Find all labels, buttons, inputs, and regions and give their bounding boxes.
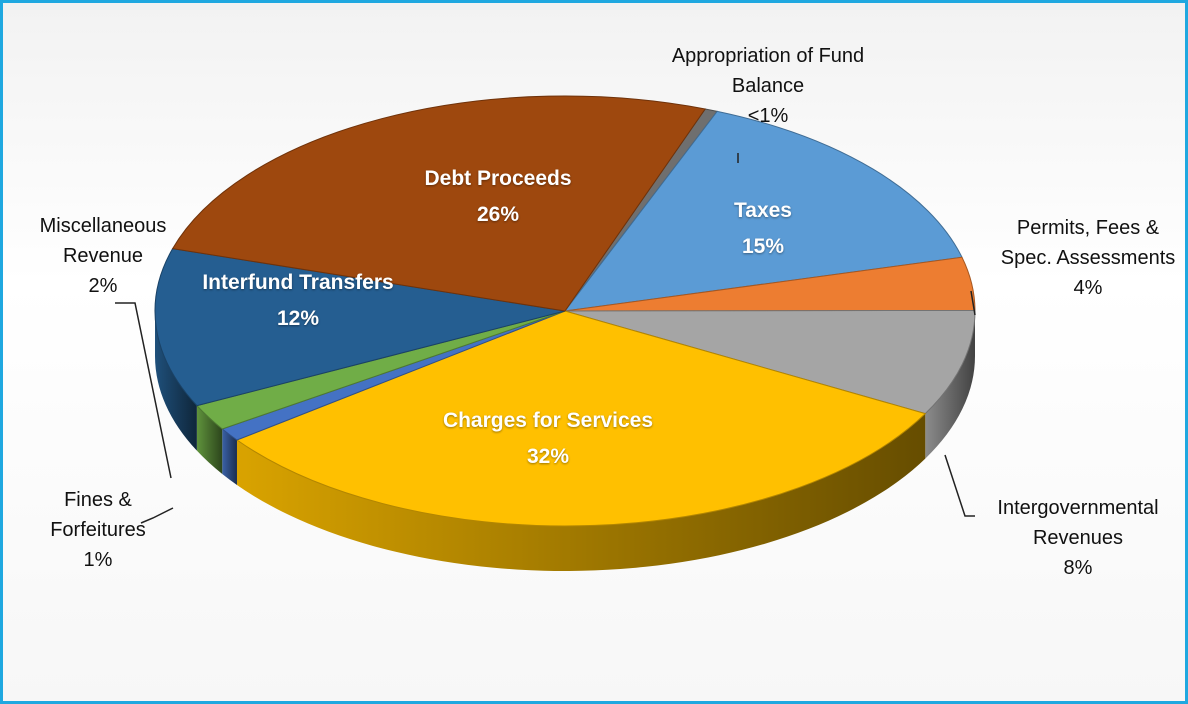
slice-label: Appropriation of Fund Balance <1% bbox=[653, 41, 883, 131]
slice bbox=[563, 110, 963, 312]
leader-line bbox=[944, 454, 975, 517]
pie-area bbox=[115, 95, 976, 572]
leader-line bbox=[140, 507, 174, 524]
category-label: Charges for Services bbox=[442, 409, 654, 432]
slice-side bbox=[155, 311, 197, 451]
value-label: 26% bbox=[476, 203, 520, 226]
slice-label: Taxes 15% bbox=[663, 193, 863, 265]
slice-side bbox=[236, 413, 926, 572]
slice-label: Miscellaneous Revenue 2% bbox=[18, 211, 188, 301]
slice bbox=[171, 95, 707, 312]
slice-label: Fines & Forfeitures 1% bbox=[33, 485, 163, 575]
value-label: 32% bbox=[526, 445, 570, 468]
leader-line bbox=[115, 302, 172, 479]
slice-label: Interfund Transfers 12% bbox=[168, 265, 428, 337]
slice-label: Debt Proceeds 26% bbox=[368, 161, 628, 233]
category-label: Taxes bbox=[734, 199, 792, 222]
slice bbox=[154, 248, 566, 407]
slice-side bbox=[222, 428, 237, 485]
category-label: Permits, Fees & Spec. Assessments bbox=[1000, 217, 1176, 269]
category-label: Fines & Forfeitures bbox=[50, 489, 146, 541]
value-label: 15% bbox=[741, 235, 785, 258]
category-label: Debt Proceeds bbox=[424, 167, 572, 190]
slice-label: Permits, Fees & Spec. Assessments 4% bbox=[991, 213, 1186, 303]
slice-label: Charges for Services 32% bbox=[398, 403, 698, 475]
category-label: Interfund Transfers bbox=[202, 271, 394, 294]
value-label: 2% bbox=[88, 275, 118, 297]
slice-label: Intergovernmental Revenues 8% bbox=[971, 493, 1186, 583]
category-label: Miscellaneous Revenue bbox=[39, 215, 167, 267]
category-label: Intergovernmental Revenues bbox=[997, 497, 1159, 549]
value-label: 1% bbox=[83, 549, 113, 571]
value-label: <1% bbox=[747, 105, 789, 127]
value-label: 4% bbox=[1073, 277, 1103, 299]
value-label: 8% bbox=[1063, 557, 1093, 579]
category-label: Appropriation of Fund Balance bbox=[671, 45, 865, 97]
slice bbox=[235, 310, 927, 527]
slice-side bbox=[196, 405, 223, 474]
value-label: 12% bbox=[276, 307, 320, 330]
leader-line bbox=[970, 290, 976, 316]
slice bbox=[564, 309, 976, 415]
